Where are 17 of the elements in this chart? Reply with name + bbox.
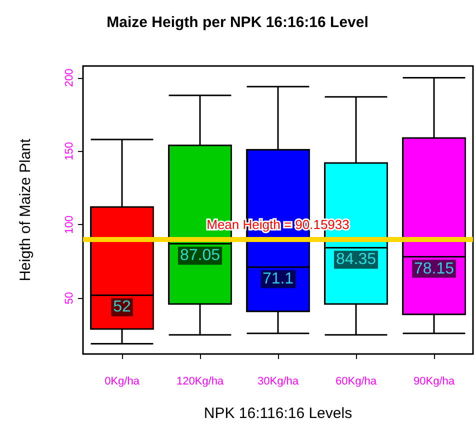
annotation: 71.1 — [262, 270, 294, 288]
x-tick-label: 90Kg/ha — [414, 376, 456, 388]
y-tick-label: 50 — [64, 292, 76, 304]
y-tick-label: 100 — [64, 216, 76, 234]
annotation: 52 — [113, 298, 131, 316]
annotation: 84.35 — [336, 251, 376, 268]
x-tick-label: 120Kg/ha — [176, 376, 224, 388]
x-tick-label: 60Kg/ha — [336, 376, 378, 388]
chart-title: Maize Heigth per NPK 16:16:16 Level — [106, 14, 368, 31]
x-tick-label: 30Kg/ha — [258, 376, 300, 388]
x-axis-title: NPK 16:116:16 Levels — [204, 405, 352, 422]
y-tick-label: 200 — [64, 68, 76, 87]
y-tick-label: 150 — [64, 142, 76, 160]
annotation: 87.05 — [180, 247, 220, 264]
annotation: 78.15 — [414, 260, 454, 278]
y-axis-title: Heigth of Maize Plant — [17, 138, 34, 282]
x-tick-label: 0Kg/ha — [104, 376, 140, 388]
